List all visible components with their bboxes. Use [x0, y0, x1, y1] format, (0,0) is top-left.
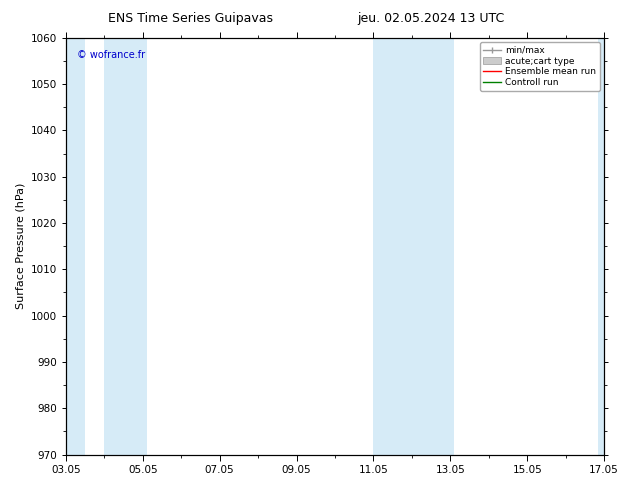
- Text: © wofrance.fr: © wofrance.fr: [77, 50, 145, 60]
- Bar: [373, 38, 454, 455]
- Bar: [62, 38, 85, 455]
- Legend: min/max, acute;cart type, Ensemble mean run, Controll run: min/max, acute;cart type, Ensemble mean …: [480, 42, 600, 91]
- Y-axis label: Surface Pressure (hPa): Surface Pressure (hPa): [15, 183, 25, 309]
- Text: ENS Time Series Guipavas: ENS Time Series Guipavas: [108, 12, 273, 25]
- Bar: [104, 38, 146, 455]
- Bar: [598, 38, 608, 455]
- Text: jeu. 02.05.2024 13 UTC: jeu. 02.05.2024 13 UTC: [358, 12, 505, 25]
